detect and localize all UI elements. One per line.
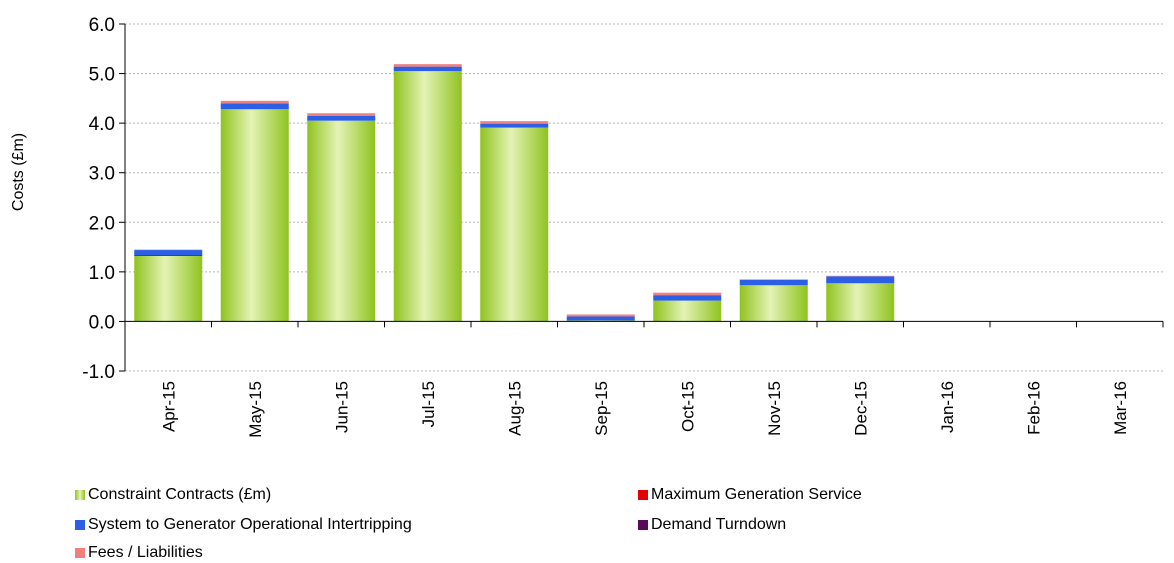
bar-segment	[393, 64, 462, 67]
y-axis-title: Costs (£m)	[10, 133, 27, 211]
x-tick-label: Aug-15	[505, 381, 524, 436]
axes: -1.0 0.0 1.0 2.0 3.0 4.0 5.0 6.0 Apr-15 May-15 Jun…	[82, 15, 1164, 438]
bar-segment	[134, 255, 203, 322]
bar-segment	[653, 295, 722, 301]
bar-segment	[480, 121, 549, 124]
x-tick-label: Jul-15	[419, 381, 438, 427]
x-tick-label: Dec-15	[851, 381, 870, 436]
bar-segment	[307, 113, 376, 116]
bar-segment	[480, 127, 549, 322]
x-tick-label: Jun-15	[332, 381, 351, 433]
legend-label: Demand Turndown	[651, 516, 787, 533]
bar-segment	[220, 103, 289, 110]
y-tick-label: 6.0	[89, 15, 115, 36]
y-tick-label: 5.0	[89, 65, 115, 86]
legend-swatch	[638, 520, 648, 530]
y-tick-label: 2.0	[89, 213, 115, 234]
x-tick-label: Feb-16	[1024, 381, 1043, 435]
legend-item-intertripping: System to Generator Operational Intertri…	[75, 516, 412, 534]
y-tick-label: 1.0	[89, 263, 115, 284]
bar-segment	[220, 100, 289, 104]
bar-segment	[480, 123, 549, 128]
x-tick-label: Jan-16	[938, 381, 957, 433]
y-tick-label: -1.0	[82, 362, 115, 383]
bar-segment	[134, 249, 203, 251]
bar-segment	[826, 275, 895, 277]
legend-label: System to Generator Operational Intertri…	[88, 516, 412, 533]
bar-segment	[134, 250, 203, 256]
x-tick-label: Apr-15	[159, 381, 178, 432]
bar-segment	[739, 285, 808, 322]
legend-swatch	[75, 520, 85, 530]
legend-item-max-generation: Maximum Generation Service	[638, 486, 862, 504]
legend-label: Maximum Generation Service	[651, 486, 862, 503]
x-tick-label: Sep-15	[592, 381, 611, 436]
y-tick-label: 4.0	[89, 114, 115, 135]
legend-swatch	[75, 490, 85, 500]
legend-swatch	[75, 548, 85, 558]
legend-item-demand-turndown: Demand Turndown	[638, 516, 786, 534]
bar-segment	[739, 279, 808, 280]
bar-segment	[307, 120, 376, 322]
bar-group	[134, 64, 895, 322]
legend-label: Constraint Contracts (£m)	[88, 486, 272, 503]
bar-segment	[566, 314, 635, 317]
bar-segment	[653, 292, 722, 296]
bar-segment	[393, 71, 462, 322]
bar-segment	[134, 255, 203, 256]
y-tick-label: 3.0	[89, 164, 115, 185]
bar-segment	[220, 109, 289, 322]
bar-segment	[826, 276, 895, 284]
legend-item-constraint-contracts: Constraint Contracts (£m)	[75, 486, 271, 504]
bar-segment	[653, 300, 722, 322]
legend-item-fees-liabilities: Fees / Liabilities	[75, 544, 203, 562]
x-tick-label: Nov-15	[765, 381, 784, 436]
y-tick-label: 0.0	[89, 312, 115, 333]
x-tick-label: Mar-16	[1111, 381, 1130, 435]
legend-label: Fees / Liabilities	[88, 544, 203, 561]
x-tick-label: Oct-15	[678, 381, 697, 432]
bar-segment	[307, 115, 376, 121]
gridlines	[125, 23, 1163, 372]
bar-segment	[739, 279, 808, 286]
bar-segment	[393, 66, 462, 72]
bar-segment	[566, 316, 635, 321]
bar-segment	[826, 283, 895, 322]
x-tick-label: May-15	[246, 381, 265, 438]
legend-swatch	[638, 490, 648, 500]
